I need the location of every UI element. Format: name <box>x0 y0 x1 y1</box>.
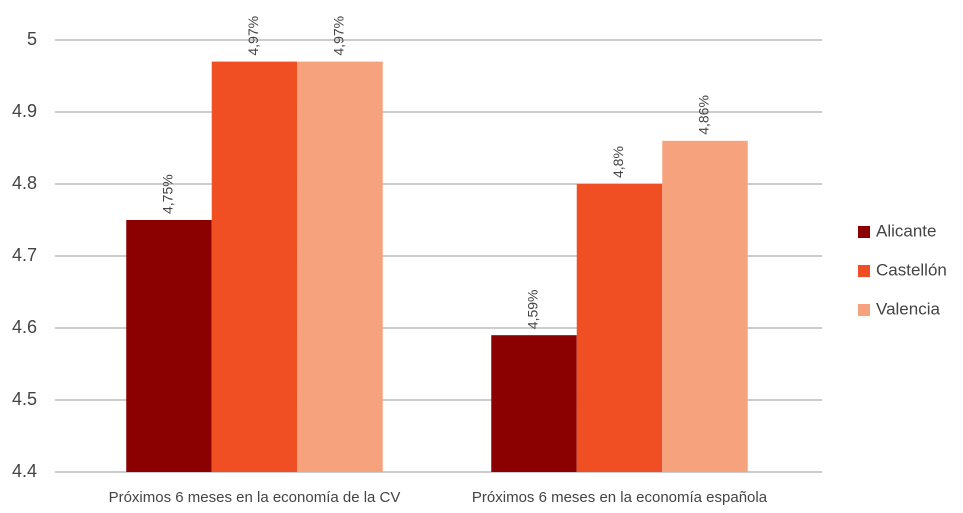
legend-swatch <box>858 226 870 238</box>
bar <box>211 61 298 472</box>
bar <box>126 220 212 472</box>
legend-label: Alicante <box>876 221 936 240</box>
y-tick-label: 4.9 <box>12 101 37 121</box>
y-tick-label: 4.7 <box>12 245 37 265</box>
y-tick-label: 4.8 <box>12 173 37 193</box>
legend-swatch <box>858 265 870 277</box>
value-label: 4,8% <box>610 146 626 178</box>
y-tick-label: 4.4 <box>12 461 37 481</box>
y-tick-label: 4.5 <box>12 389 37 409</box>
bar <box>576 184 663 472</box>
bar <box>662 140 748 473</box>
legend-label: Castellón <box>876 260 947 279</box>
value-label: 4,97% <box>331 16 347 56</box>
x-tick-label: Próximos 6 meses en la economía española <box>472 489 768 506</box>
x-tick-label: Próximos 6 meses en la economía de la CV <box>109 489 401 506</box>
legend-label: Valencia <box>876 299 940 318</box>
legend-swatch <box>858 304 870 316</box>
value-label: 4,59% <box>525 289 541 329</box>
y-tick-label: 4.6 <box>12 317 37 337</box>
value-label: 4,97% <box>245 16 261 56</box>
value-label: 4,75% <box>160 174 176 214</box>
bar <box>491 335 577 472</box>
y-tick-label: 5 <box>27 29 37 49</box>
value-label: 4,86% <box>696 95 712 135</box>
bar <box>297 61 383 472</box>
